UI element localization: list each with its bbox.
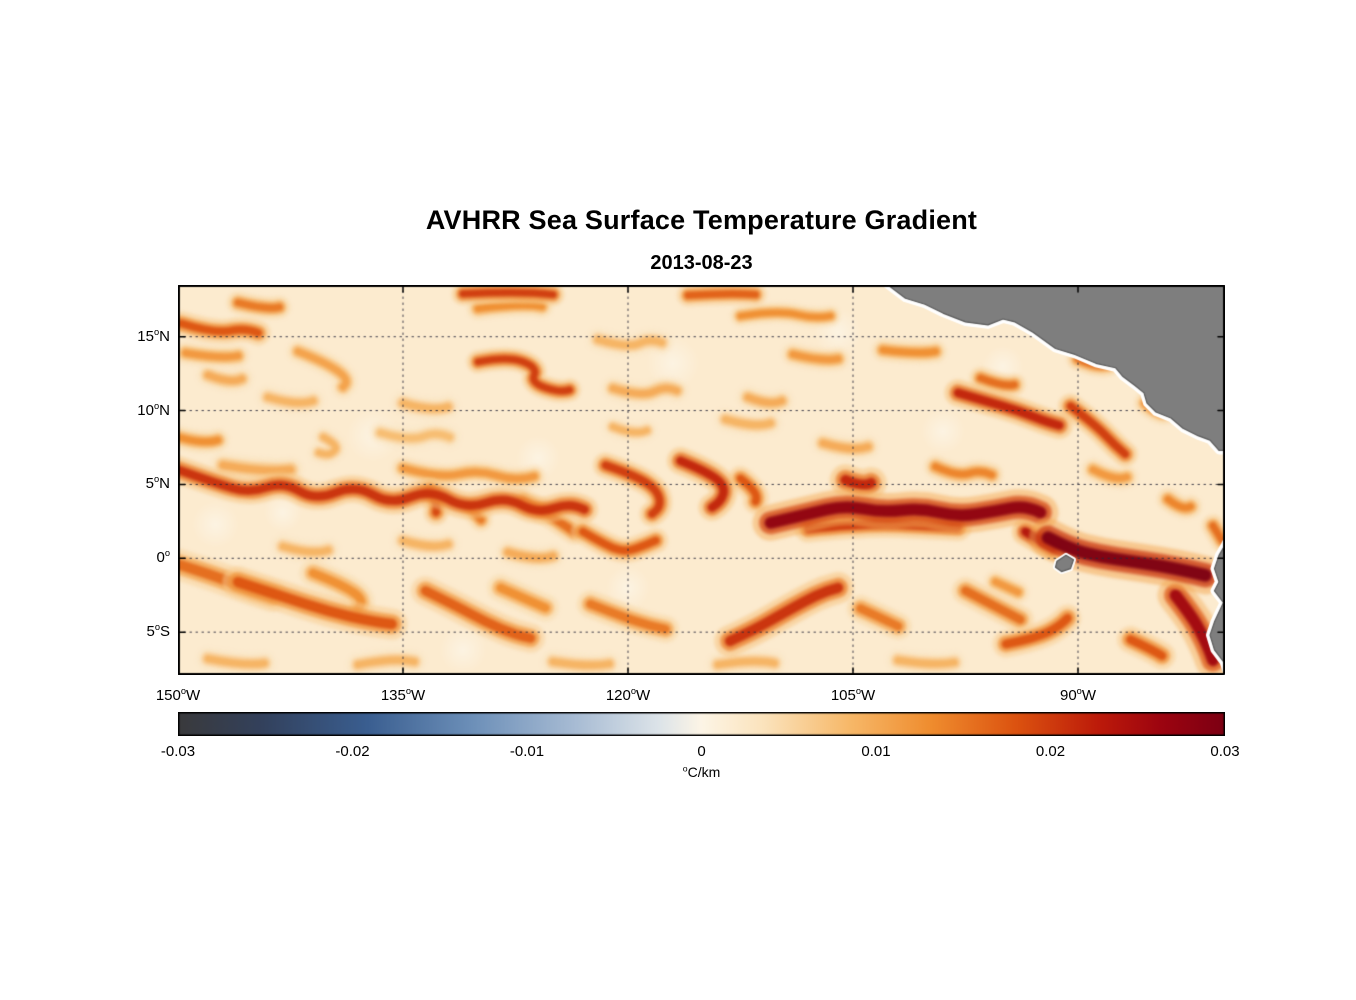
colorbar-tick-label: 0.03: [1210, 743, 1240, 760]
colorbar-tick-label: -0.01: [509, 743, 545, 760]
x-tick-label: 120oW: [605, 686, 651, 704]
colorbar-tick-label: -0.03: [160, 743, 196, 760]
y-axis-tick-labels: 15oN 10oN 5oN 0o 5oS: [0, 0, 178, 700]
colorbar-tick-label: 0.01: [861, 743, 891, 760]
y-tick-label: 15oN: [137, 326, 170, 345]
x-tick-label: 90oW: [1059, 686, 1097, 704]
x-tick-label: 135oW: [380, 686, 426, 704]
y-tick-label: 0o: [156, 548, 170, 567]
x-tick-label: 105oW: [830, 686, 876, 704]
colorbar-tick-label: 0: [697, 743, 706, 760]
y-tick-label: 5oS: [146, 622, 170, 641]
colorbar-tick-label: 0.02: [1035, 743, 1066, 760]
colorbar-unit-label: oC/km: [682, 763, 721, 780]
colorbar-tick-labels: -0.03 -0.02 -0.01 0 0.01 0.02 0.03: [0, 743, 1356, 763]
colorbar-canvas: [178, 712, 1225, 736]
map-canvas: [178, 285, 1225, 675]
colorbar-tick-label: -0.02: [335, 743, 370, 760]
y-tick-label: 10oN: [137, 400, 170, 419]
x-tick-label: 150oW: [155, 686, 201, 704]
y-tick-label: 5oN: [145, 474, 170, 493]
figure-title: AVHRR Sea Surface Temperature Gradient: [425, 205, 978, 235]
figure-subtitle: 2013-08-23: [650, 252, 753, 274]
x-axis-tick-labels: 150oW 135oW 120oW 105oW 90oW: [0, 686, 1356, 709]
